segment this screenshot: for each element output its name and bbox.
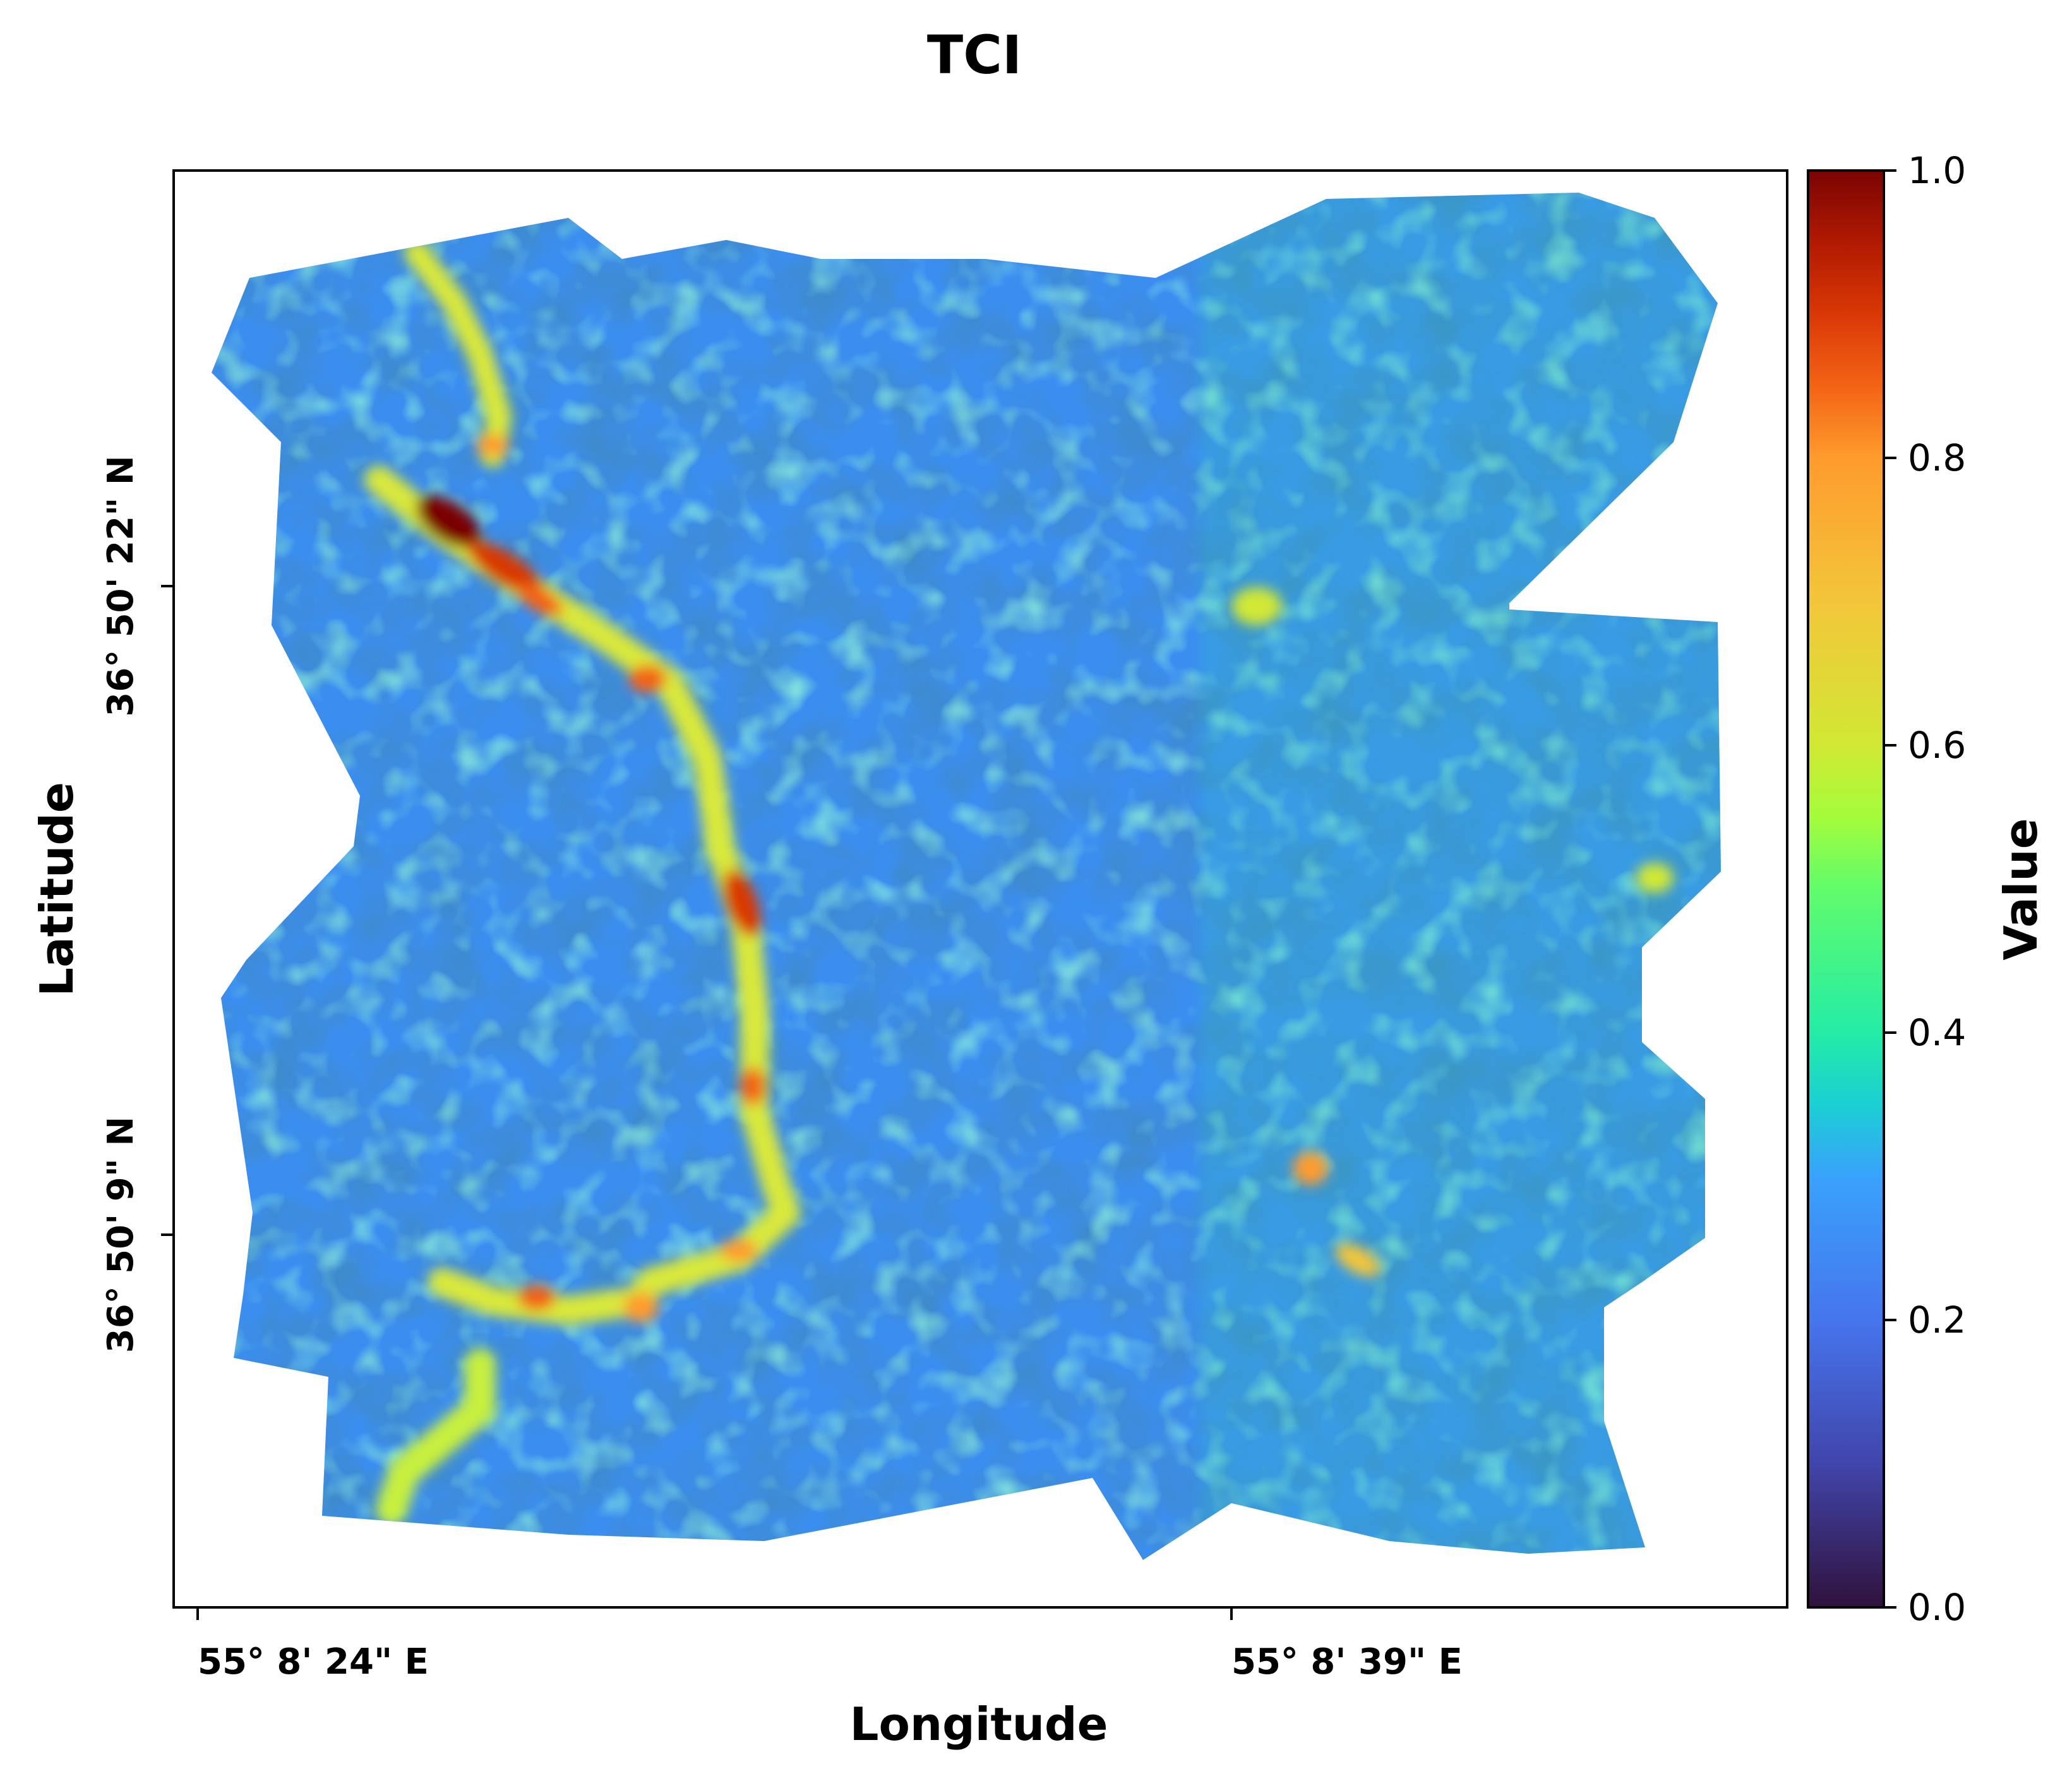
x-tick-label: 55° 8' 24" E: [198, 1641, 429, 1683]
stream-channel: [364, 240, 1674, 1525]
colorbar-tick-label: 0.6: [1908, 724, 1966, 767]
colorbar-tick-label: 0.8: [1908, 436, 1966, 479]
x-axis-label: Longitude: [850, 1698, 1108, 1751]
y-tick-label: 36° 50' 22" N: [100, 455, 141, 716]
colorbar-tick-label: 0.2: [1908, 1299, 1966, 1341]
tci-raster: [212, 193, 1721, 1560]
colorbar-tick-label: 1.0: [1908, 149, 1966, 192]
colorbar-label: Value: [1994, 818, 2047, 960]
colorbar-tick-label: 0.4: [1908, 1011, 1966, 1054]
y-axis-label: Latitude: [30, 782, 83, 997]
colorbar-frame: [1807, 169, 1885, 1609]
map-axes: 55° 8' 24" E 55° 8' 39" E 36° 50' 22" N …: [30, 169, 1788, 1751]
map-title: TCI: [927, 24, 1022, 86]
colorbar: 0.0 0.2 0.4 0.6 0.8 1.0 Value: [1807, 149, 2047, 1629]
colorbar-ticks: 0.0 0.2 0.4 0.6 0.8 1.0: [1884, 149, 1966, 1629]
colorbar-gradient: [1808, 171, 1884, 1607]
colorbar-tick-label: 0.0: [1908, 1586, 1966, 1629]
x-tick-label: 55° 8' 39" E: [1231, 1641, 1463, 1683]
axes-frame: [172, 169, 1788, 1609]
y-tick-label: 36° 50' 9" N: [100, 1117, 141, 1353]
